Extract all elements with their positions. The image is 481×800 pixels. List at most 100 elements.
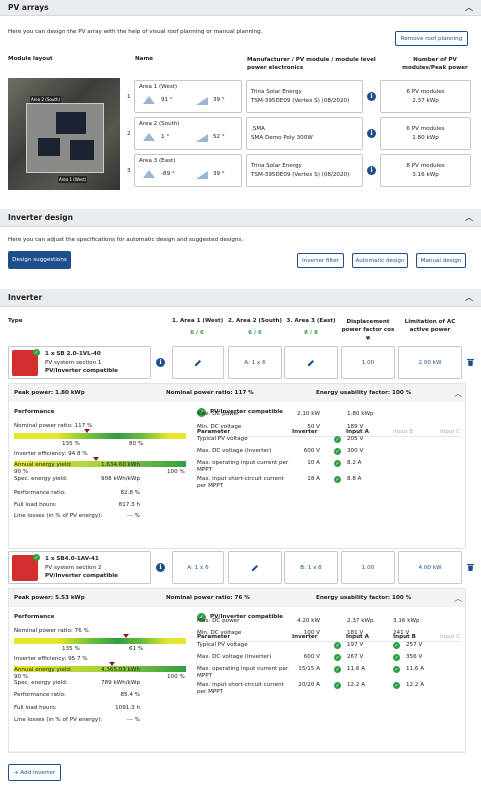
area-assignment-cell[interactable]: A: 1 x 6 <box>228 346 282 379</box>
add-inverter-button[interactable]: + Add inverter <box>8 764 61 781</box>
param-inverter: 50 V <box>307 424 320 430</box>
stat-value: 1091.3 h <box>115 705 140 711</box>
pv-arrays-header[interactable]: PV arrays ︿ <box>0 0 481 16</box>
chevron-up-icon[interactable]: ︿ <box>454 389 462 398</box>
input-c-header: Input C <box>440 429 461 435</box>
inverter-filter-button[interactable]: Inverter filter <box>297 253 344 268</box>
performance-title: Performance <box>14 614 55 620</box>
efficiency-bar <box>14 666 186 672</box>
area-azimuth: 1 ° <box>161 134 170 140</box>
param-inverter: 100 V <box>303 630 320 636</box>
stat-value: --- % <box>126 513 140 519</box>
npr-left: 135 % <box>62 646 80 652</box>
inverter-type-box[interactable]: ✓ 1 x SB4.0-1AV-41 PV system section 2 P… <box>8 551 151 584</box>
inverter-section: PV system section 2 <box>45 565 102 571</box>
area-tilt: 52 ° <box>213 134 225 140</box>
inverter-header-col: Inverter <box>292 634 318 640</box>
param-inverter: 20/20 A <box>298 682 320 688</box>
check-icon: ✓ <box>334 436 341 443</box>
performance-title: Performance <box>14 409 55 415</box>
inverter-design-header[interactable]: Inverter design ︿ <box>0 209 481 227</box>
param-header: Parameter <box>197 634 231 640</box>
area-manufacturer: Trina Solar Energy <box>251 89 302 95</box>
limitation-field[interactable]: 4.00 kW <box>398 551 462 584</box>
area-tilt: 39 ° <box>213 97 225 103</box>
param-input-a: 8.8 A <box>347 476 362 482</box>
module-count-box[interactable]: 6 PV modules 1.80 kWp <box>380 117 471 150</box>
param-input-b: 3.16 kWp <box>393 618 420 624</box>
chevron-up-icon[interactable]: ︿ <box>465 293 473 302</box>
npr-bar <box>14 638 186 644</box>
param-inverter: 10 A <box>307 460 320 466</box>
area-azimuth: 91 ° <box>161 97 173 103</box>
info-icon[interactable]: i <box>156 358 165 367</box>
area-peak-power: 2.37 kWp <box>412 98 439 104</box>
roof-map-image[interactable]: Area 2 (South) Area 1 (West) <box>8 78 120 190</box>
trash-icon[interactable] <box>467 563 474 571</box>
npr-bar <box>14 433 186 439</box>
stat-value: 85.4 % <box>120 692 140 698</box>
trash-icon[interactable] <box>467 358 474 366</box>
check-icon: ✓ <box>393 666 400 673</box>
param-input-a: 11.6 A <box>347 666 366 672</box>
check-icon: ✓ <box>334 642 341 649</box>
design-suggestions-button[interactable]: Design suggestions <box>8 251 71 269</box>
edit-assignment-cell[interactable] <box>172 346 224 379</box>
energy-usability: Energy usability factor: 100 % <box>316 390 412 396</box>
chevron-up-icon[interactable]: ︿ <box>454 594 462 603</box>
chevron-up-icon[interactable]: ︿ <box>465 213 473 222</box>
indicator-arrow-icon <box>123 634 129 638</box>
chevron-up-icon[interactable]: ︿ <box>465 3 473 12</box>
module-select-box[interactable]: .SMA SMA Demo Poly 300W <box>246 117 363 150</box>
edit-assignment-cell[interactable] <box>284 346 338 379</box>
area2-count: 6 / 6 <box>248 330 262 336</box>
module-count-box[interactable]: 6 PV modules 2.37 kWp <box>380 80 471 113</box>
inverter-header[interactable]: Inverter ︿ <box>0 289 481 307</box>
indicator-arrow-icon <box>84 429 90 433</box>
area-module: TSM-395DE09 (Vertex S) (08/2020) <box>251 172 350 178</box>
pencil-icon <box>308 359 314 366</box>
pencil-icon <box>195 359 201 366</box>
area-module-count: 8 PV modules <box>406 163 445 169</box>
inverter-section: PV system section 1 <box>45 360 102 366</box>
input-a-header: Input A <box>346 429 370 435</box>
module-select-box[interactable]: Trina Solar Energy TSM-395DE09 (Vertex S… <box>246 80 363 113</box>
info-icon[interactable]: i <box>367 129 376 138</box>
npr-right: 61 % <box>129 646 144 652</box>
check-icon: ✓ <box>33 554 40 561</box>
edit-assignment-cell[interactable] <box>228 551 282 584</box>
check-icon: ✓ <box>393 654 400 661</box>
displacement-field[interactable]: 1.00 <box>341 346 395 379</box>
param-input-b: 241 V <box>393 630 410 636</box>
col-module-layout: Module layout <box>8 56 53 62</box>
detail-body <box>9 402 465 548</box>
compat-title: PV/Inverter compatible <box>210 614 283 620</box>
pencil-icon <box>252 564 258 571</box>
limitation-field[interactable]: 2.00 kW <box>398 346 462 379</box>
peak-power: Peak power: 5.53 kWp <box>14 595 85 601</box>
inverter-header-col: Inverter <box>292 429 318 435</box>
area-name-box[interactable]: Area 2 (South) 1 ° 52 ° <box>134 117 242 150</box>
area-name-box[interactable]: Area 3 (East) -89 ° 39 ° <box>134 154 242 187</box>
info-icon[interactable]: i <box>367 92 376 101</box>
image-label-area2: Area 2 (South) <box>30 96 62 103</box>
module-select-box[interactable]: Trina Solar Energy TSM-395DE09 (Vertex S… <box>246 154 363 187</box>
area-name-box[interactable]: Area 1 (West) 91 ° 39 ° <box>134 80 242 113</box>
info-icon[interactable]: i <box>367 166 376 175</box>
param-name: Max. operating input current per MPPT <box>197 666 289 679</box>
area-azimuth: -89 ° <box>161 171 175 177</box>
param-name: Max. input short-circuit current per MPP… <box>197 682 284 695</box>
stat-value: 82.8 % <box>120 490 140 496</box>
remove-roof-planning-button[interactable]: Remove roof planning <box>395 31 468 46</box>
stat-label: Performance ratio: <box>14 490 67 496</box>
col-limitation: Limitation of AC active power <box>404 319 456 333</box>
area-assignment-cell[interactable]: B: 1 x 8 <box>284 551 338 584</box>
manual-design-button[interactable]: Manual design <box>416 253 466 268</box>
area-assignment-cell[interactable]: A: 1 x 6 <box>172 551 224 584</box>
info-icon[interactable]: i <box>156 563 165 572</box>
displacement-field[interactable]: 1.00 <box>341 551 395 584</box>
azimuth-icon <box>143 170 155 178</box>
automatic-design-button[interactable]: Automatic design <box>352 253 408 268</box>
module-count-box[interactable]: 8 PV modules 3.16 kWp <box>380 154 471 187</box>
inverter-type-box[interactable]: ✓ 1 x SB 2.0-1VL-40 PV system section 1 … <box>8 346 151 379</box>
